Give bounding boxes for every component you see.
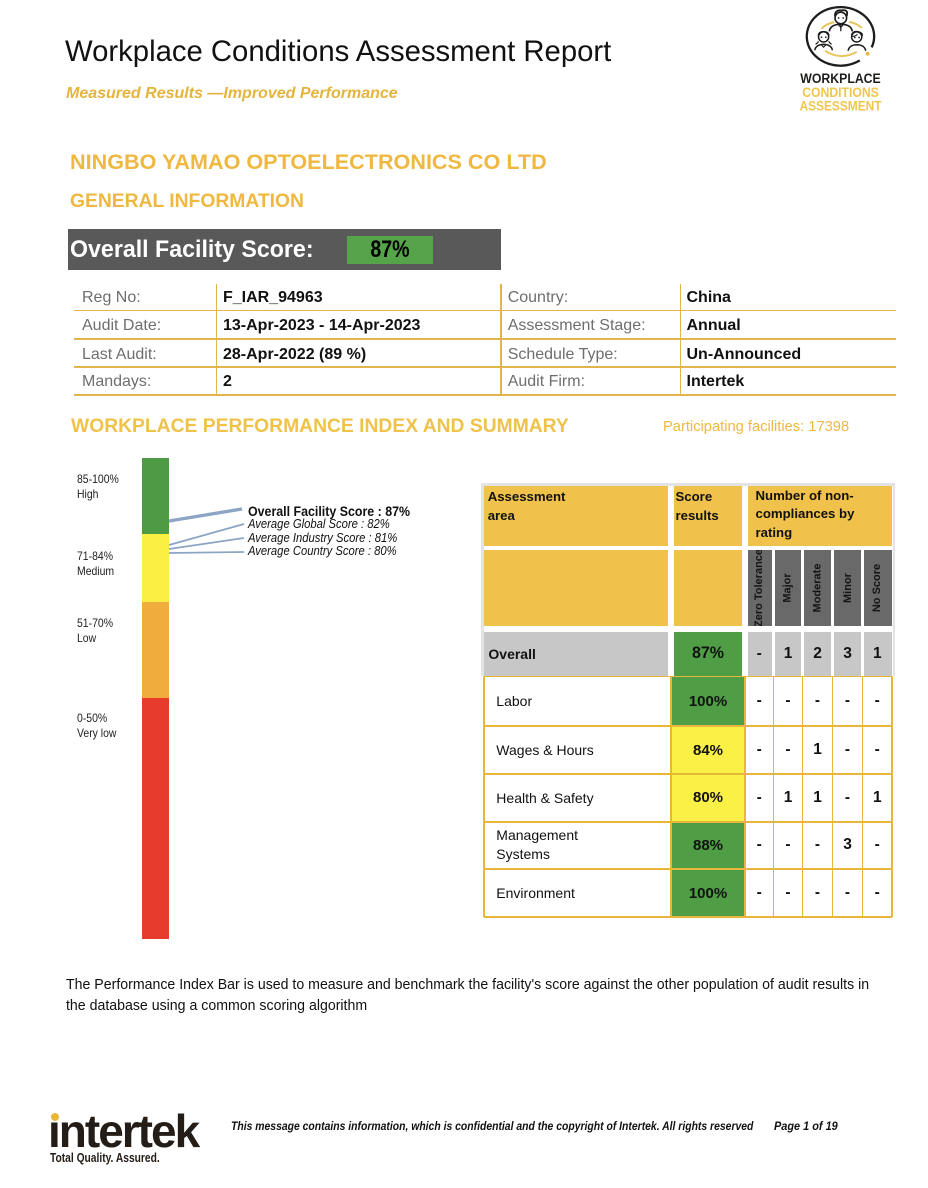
svg-text:ASSESSMENT: ASSESSMENT [800,99,882,115]
svg-text:WORKPLACE: WORKPLACE [800,71,881,87]
svg-text:CONDITIONS: CONDITIONS [802,85,879,101]
